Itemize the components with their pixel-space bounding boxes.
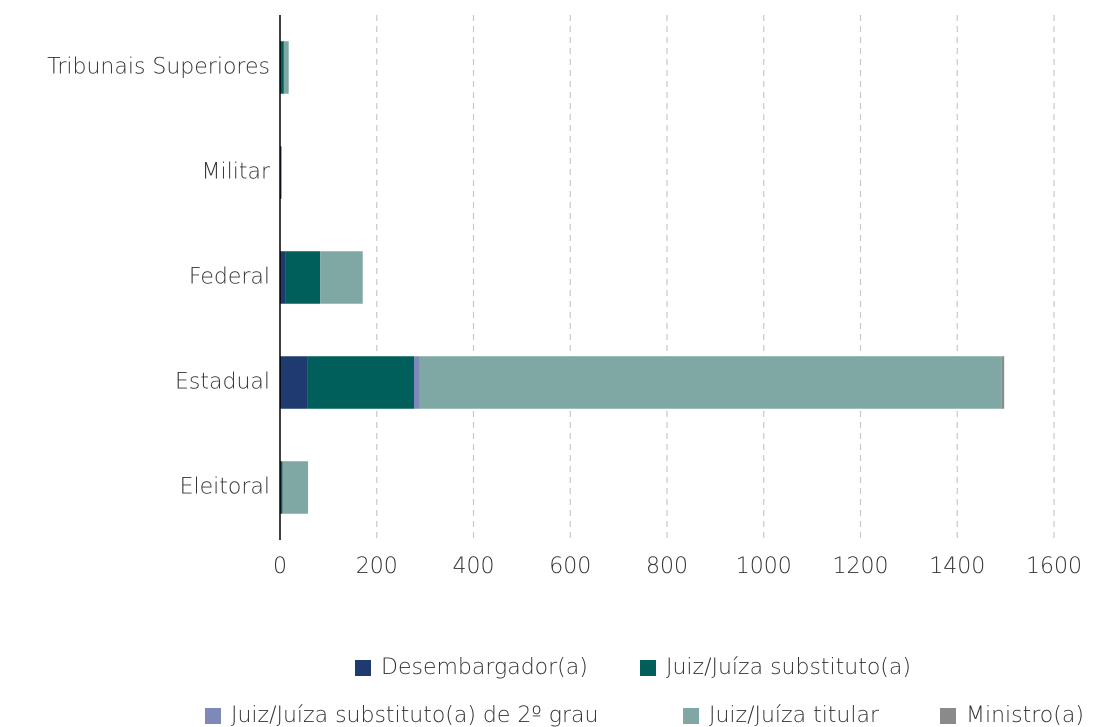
bar-segment — [419, 356, 1002, 409]
y-tick-label: Estadual — [175, 370, 270, 395]
x-tick-label: 1200 — [833, 554, 889, 579]
bar-segment — [285, 251, 321, 304]
legend-label: Desembargador(a) — [381, 655, 588, 680]
x-tick-label: 400 — [453, 554, 495, 579]
x-tick-label: 600 — [549, 554, 591, 579]
legend-label: Juiz/Juíza substituto(a) — [666, 655, 911, 680]
bar-segment — [280, 41, 284, 94]
x-tick-label: 800 — [646, 554, 688, 579]
legend-swatch — [205, 708, 221, 724]
y-tick-label: Tribunais Superiores — [47, 55, 270, 80]
bar-segment — [283, 41, 289, 94]
bar-segment — [307, 356, 414, 409]
y-tick-label: Federal — [189, 265, 270, 290]
x-tick-label: 1600 — [1026, 554, 1082, 579]
bar-segment — [1001, 356, 1005, 409]
x-tick-label: 1400 — [929, 554, 985, 579]
bar-segment — [320, 251, 363, 304]
bar-segment — [280, 356, 308, 409]
legend-swatch — [683, 708, 699, 724]
bar-segment — [280, 251, 286, 304]
legend-label: Juiz/Juíza substituto(a) de 2º grau — [231, 703, 598, 727]
legend-swatch — [355, 660, 371, 676]
legend-swatch — [940, 708, 956, 724]
x-tick-label: 0 — [273, 554, 287, 579]
legend-label: Ministro(a) — [966, 703, 1084, 727]
legend-swatch — [640, 660, 656, 676]
bar-segment — [413, 356, 420, 409]
y-tick-label: Militar — [202, 160, 271, 185]
legend-label: Juiz/Juíza titular — [709, 703, 880, 727]
x-tick-label: 200 — [356, 554, 398, 579]
bar-segment — [282, 461, 309, 514]
x-tick-label: 1000 — [736, 554, 792, 579]
bar-segment — [280, 461, 283, 514]
y-tick-label: Eleitoral — [180, 475, 270, 500]
